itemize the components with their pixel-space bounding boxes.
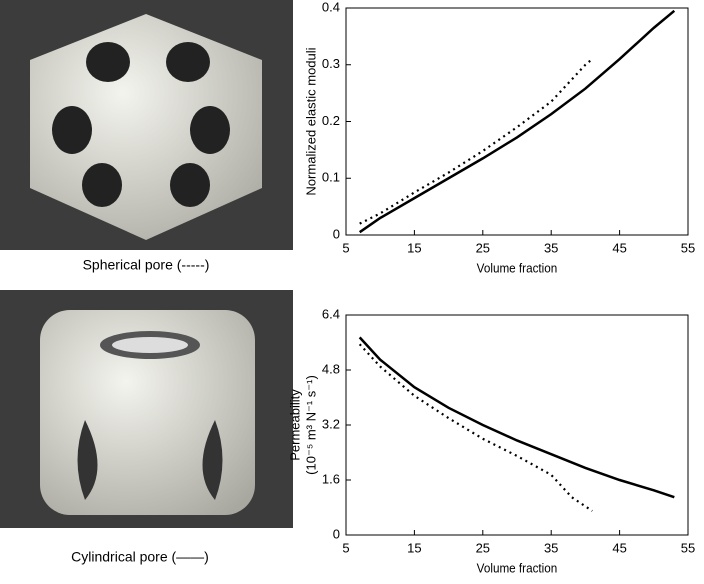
y-axis-label: Normalized elastic moduli: [303, 47, 318, 195]
x-tick-label: 55: [681, 540, 695, 555]
y-axis-label: Permeability: [287, 389, 302, 461]
cylindrical-pore-image: [0, 290, 293, 528]
y-tick-label: 4.8: [322, 361, 340, 376]
x-tick-label: 15: [407, 240, 421, 255]
x-tick-label: 35: [544, 540, 558, 555]
data-line: [360, 344, 593, 511]
x-tick-label: 25: [476, 540, 490, 555]
y-tick-label: 3.2: [322, 416, 340, 431]
data-line: [360, 11, 675, 232]
x-tick-label: 35: [544, 240, 558, 255]
x-axis-label: Volume fraction: [477, 561, 558, 576]
y-tick-label: 0.3: [322, 56, 340, 71]
y-tick-label: 0.1: [322, 170, 340, 185]
y-tick-label: 1.6: [322, 471, 340, 486]
x-tick-label: 15: [407, 540, 421, 555]
y-tick-label: 6.4: [322, 306, 340, 321]
y-tick-label: 0.4: [322, 0, 340, 14]
image-caption: Spherical pore (-----): [83, 257, 210, 273]
data-line: [360, 337, 675, 497]
x-tick-label: 55: [681, 240, 695, 255]
spherical-pore-image: [0, 0, 293, 250]
x-tick-label: 45: [612, 240, 626, 255]
x-tick-label: 45: [612, 540, 626, 555]
y-tick-label: 0.2: [322, 113, 340, 128]
image-caption: Cylindrical pore (——): [71, 549, 209, 565]
figure: Spherical pore (-----) Cylindrical pore …: [0, 0, 704, 579]
y-axis-label: (10⁻⁵ m³ N⁻¹ s⁻¹): [303, 375, 318, 475]
x-axis-label: Volume fraction: [477, 261, 558, 276]
y-tick-label: 0: [333, 226, 340, 241]
data-line: [360, 59, 593, 224]
y-tick-label: 0: [333, 526, 340, 541]
plot-frame: [346, 315, 688, 535]
x-tick-label: 5: [342, 240, 349, 255]
x-tick-label: 5: [342, 540, 349, 555]
x-tick-label: 25: [476, 240, 490, 255]
